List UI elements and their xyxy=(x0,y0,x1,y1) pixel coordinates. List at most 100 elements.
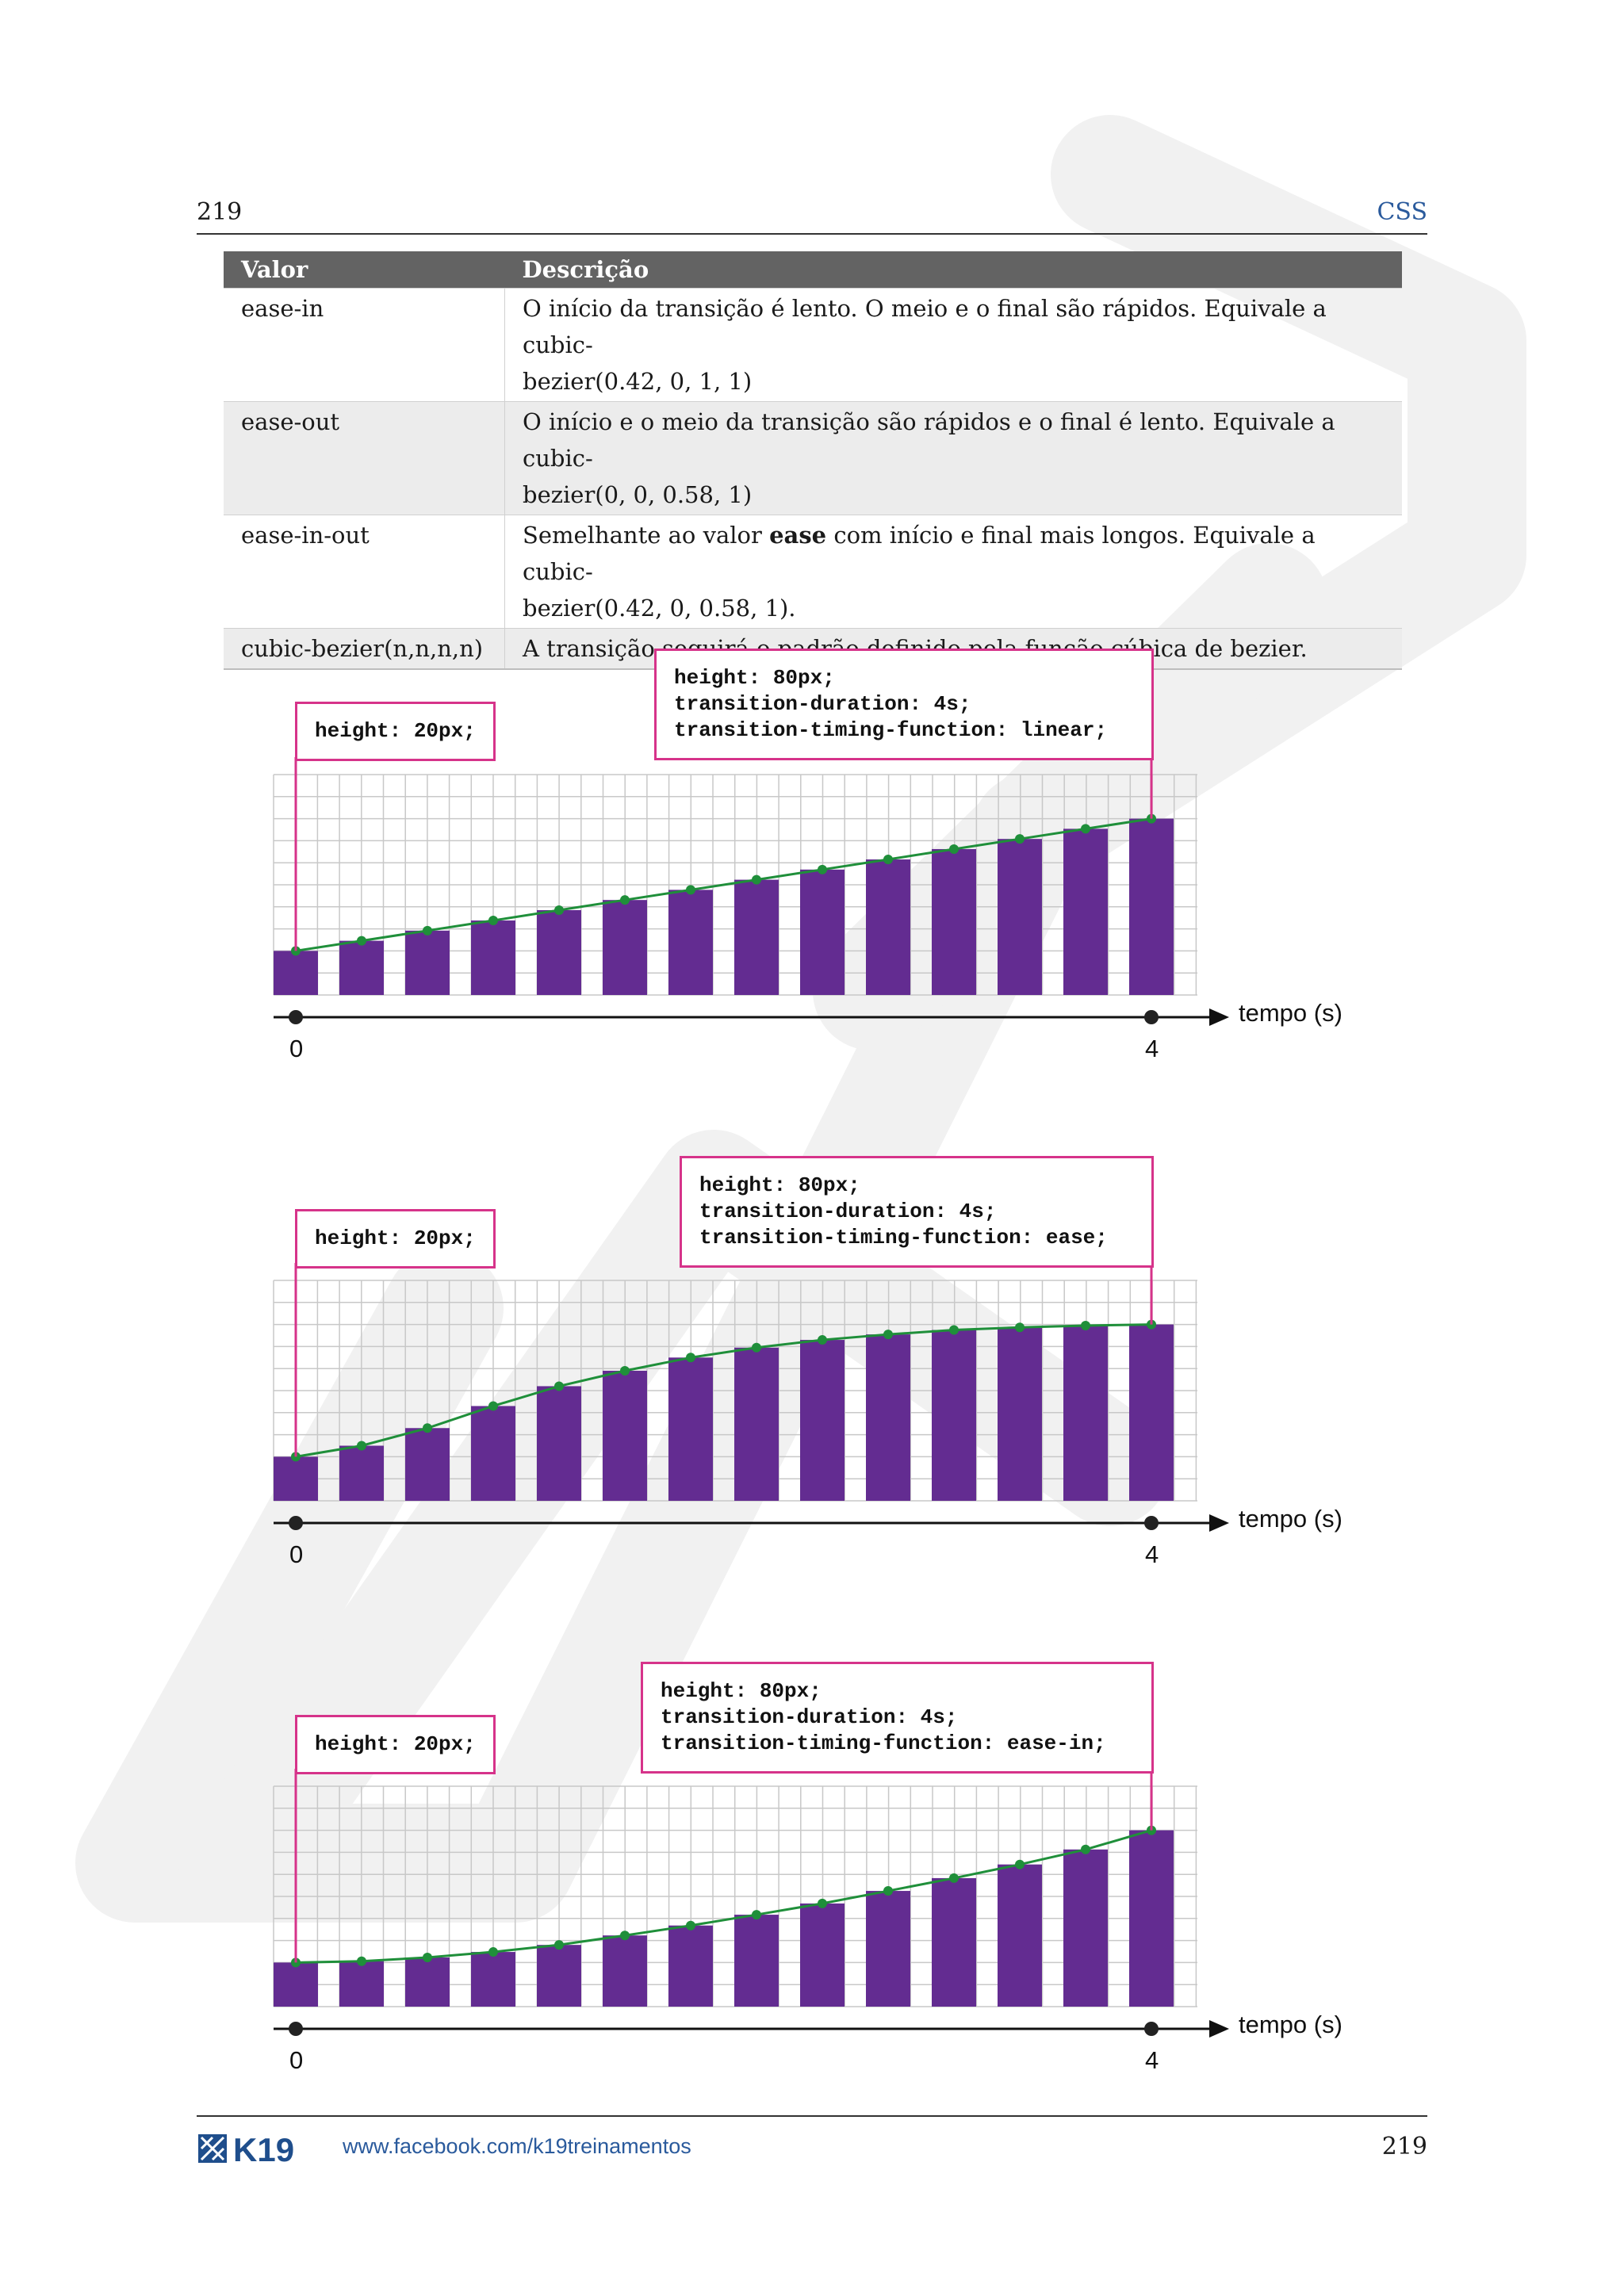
curve-point xyxy=(357,1956,366,1966)
table-row: ease-in-out Semelhante ao valor ease com… xyxy=(224,515,1402,629)
data-bar xyxy=(603,1935,647,2007)
data-bar xyxy=(734,1347,779,1501)
data-bar xyxy=(800,1340,845,1501)
axis-arrow xyxy=(1209,2020,1229,2038)
curve-point xyxy=(949,1873,959,1883)
description-text: O início da transição é lento. O meio e … xyxy=(523,295,1327,358)
curve-point xyxy=(620,1365,630,1376)
timing-curve xyxy=(295,1829,1152,1964)
data-bar xyxy=(1129,1830,1174,2007)
curve-point xyxy=(554,1381,564,1391)
x-axis-label: tempo (s) xyxy=(1239,1505,1342,1533)
curve-point xyxy=(883,855,893,865)
curve-point xyxy=(1015,834,1025,844)
curve-point xyxy=(752,1342,761,1353)
description-cell: O início da transição é lento. O meio e … xyxy=(504,288,1402,402)
start-style-box: height: 20px; xyxy=(295,1209,496,1269)
data-bar xyxy=(471,1952,515,2007)
curve-point xyxy=(752,1910,761,1920)
timing-curve xyxy=(295,1323,1152,1458)
data-bar xyxy=(405,1957,450,2007)
curve-point xyxy=(1015,1322,1025,1333)
data-bar xyxy=(1063,1325,1108,1501)
data-bar xyxy=(866,859,910,995)
data-bar xyxy=(537,1386,581,1501)
curve-point xyxy=(883,1886,893,1896)
curve-point xyxy=(1081,1320,1090,1330)
curve-point xyxy=(818,864,827,874)
curve-point xyxy=(291,946,301,956)
data-bar xyxy=(734,1915,779,2007)
end-style-box: height: 80px; transition-duration: 4s; t… xyxy=(654,649,1154,760)
x-axis-label: tempo (s) xyxy=(1239,999,1342,1027)
axis-start-dot xyxy=(289,1516,303,1530)
description-text: bezier(0, 0, 0.58, 1) xyxy=(523,481,753,508)
data-bar xyxy=(405,1428,450,1501)
values-table: Valor Descrição ease-in O início da tran… xyxy=(224,251,1402,670)
x-tick-label: 0 xyxy=(289,2046,304,2074)
data-bar xyxy=(800,869,845,995)
data-bar xyxy=(603,1370,647,1501)
chart-ease: height: 20px; height: 80px; transition-d… xyxy=(0,1152,1624,1596)
chart-linear: height: 20px; height: 80px; transition-d… xyxy=(0,646,1624,1090)
timing-curve xyxy=(295,817,1152,952)
curve-point xyxy=(620,895,630,905)
curve-point xyxy=(686,1353,695,1363)
curve-point xyxy=(1015,1859,1025,1869)
start-style-box: height: 20px; xyxy=(295,702,496,761)
data-bar xyxy=(471,1406,515,1501)
data-bar xyxy=(274,1962,318,2007)
data-bar xyxy=(866,1891,910,2007)
curve-point xyxy=(752,874,761,885)
data-bar xyxy=(339,1445,384,1501)
curve-point xyxy=(1081,824,1090,834)
curve-point xyxy=(818,1898,827,1908)
footer-page-number: 219 xyxy=(1381,2133,1427,2160)
data-bar xyxy=(274,951,318,995)
curve-point xyxy=(686,885,695,895)
chart-plot xyxy=(273,1766,1229,2038)
curve-point xyxy=(949,1325,959,1335)
chart-plot xyxy=(273,1260,1229,1532)
end-style-box: height: 80px; transition-duration: 4s; t… xyxy=(680,1156,1154,1268)
data-bar xyxy=(932,848,976,995)
curve-point xyxy=(620,1931,630,1941)
axis-arrow xyxy=(1209,1514,1229,1532)
curve-point xyxy=(488,1947,498,1957)
x-tick-label: 0 xyxy=(289,1540,304,1568)
data-bar xyxy=(339,1961,384,2007)
curve-point xyxy=(357,936,366,946)
description-text: bezier(0.42, 0, 1, 1) xyxy=(523,368,753,395)
curve-point xyxy=(1081,1844,1090,1854)
data-bar xyxy=(339,940,384,995)
header-rule xyxy=(197,233,1427,235)
logo-text: K19 xyxy=(233,2131,294,2166)
value-cell: cubic-bezier(n,n,n,n) xyxy=(224,628,505,670)
value-cell: ease-in xyxy=(224,288,505,402)
table-header-row: Valor Descrição xyxy=(224,251,1402,289)
curve-point xyxy=(488,916,498,926)
axis-end-dot xyxy=(1144,1516,1159,1530)
data-bar xyxy=(734,879,779,995)
value-cell: ease-in-out xyxy=(224,515,505,629)
header-page-number: 219 xyxy=(197,198,243,226)
curve-point xyxy=(554,1940,564,1950)
data-bar xyxy=(998,839,1042,995)
data-bar xyxy=(1129,818,1174,995)
x-tick-label: 4 xyxy=(1145,2046,1159,2074)
data-bar xyxy=(998,1864,1042,2007)
data-bar xyxy=(668,1925,713,2007)
axis-end-dot xyxy=(1144,2022,1159,2036)
description-text: com início e final mais longos. Equivale… xyxy=(523,522,1316,585)
data-bar xyxy=(800,1903,845,2007)
table-row: ease-in O início da transição é lento. O… xyxy=(224,288,1402,402)
description-cell: O início e o meio da transição são rápid… xyxy=(504,401,1402,515)
footer-link[interactable]: www.facebook.com/k19treinamentos xyxy=(343,2134,691,2158)
data-bar xyxy=(405,930,450,995)
axis-start-dot xyxy=(289,2022,303,2036)
data-bar xyxy=(471,920,515,995)
description-text: O início e o meio da transição são rápid… xyxy=(523,408,1335,472)
data-bar xyxy=(932,1877,976,2007)
curve-point xyxy=(291,1452,301,1462)
data-bar xyxy=(668,890,713,995)
